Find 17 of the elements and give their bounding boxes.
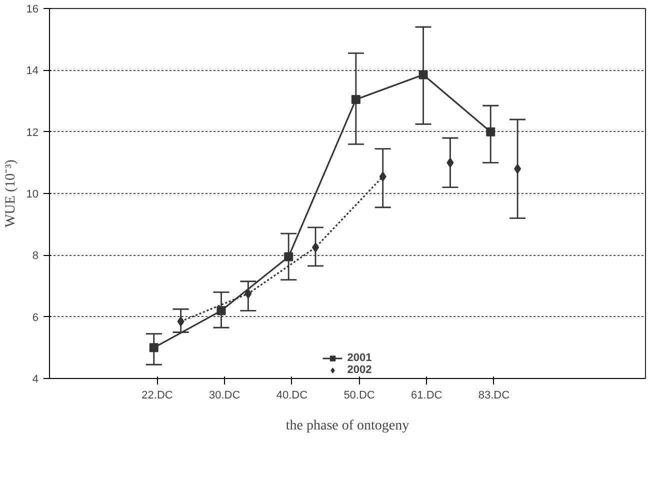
y-tick-label: 12 [26,126,39,139]
x-tick-label: 22.DC [142,390,173,402]
legend-label: 2002 [347,364,372,376]
y-tick-label: 10 [26,188,39,200]
y-tick-label: 4 [32,374,39,386]
x-tick-label: 40.DC [276,390,308,402]
x-axis-title: the phase of ontogeny [286,418,410,434]
y-axis-title: WUE (10⁻³) [3,159,18,228]
y-tick-label: 8 [32,250,39,262]
y-tick-label: 14 [26,65,39,78]
y-tick-label: 6 [32,312,39,324]
x-tick-label: 50.DC [344,390,375,402]
x-tick-label: 83.DC [478,390,510,402]
x-tick-label: 30.DC [209,390,240,402]
legend-label: 2001 [347,352,372,364]
x-tick-label: 61.DC [411,390,442,402]
y-tick-label: 16 [26,4,39,16]
